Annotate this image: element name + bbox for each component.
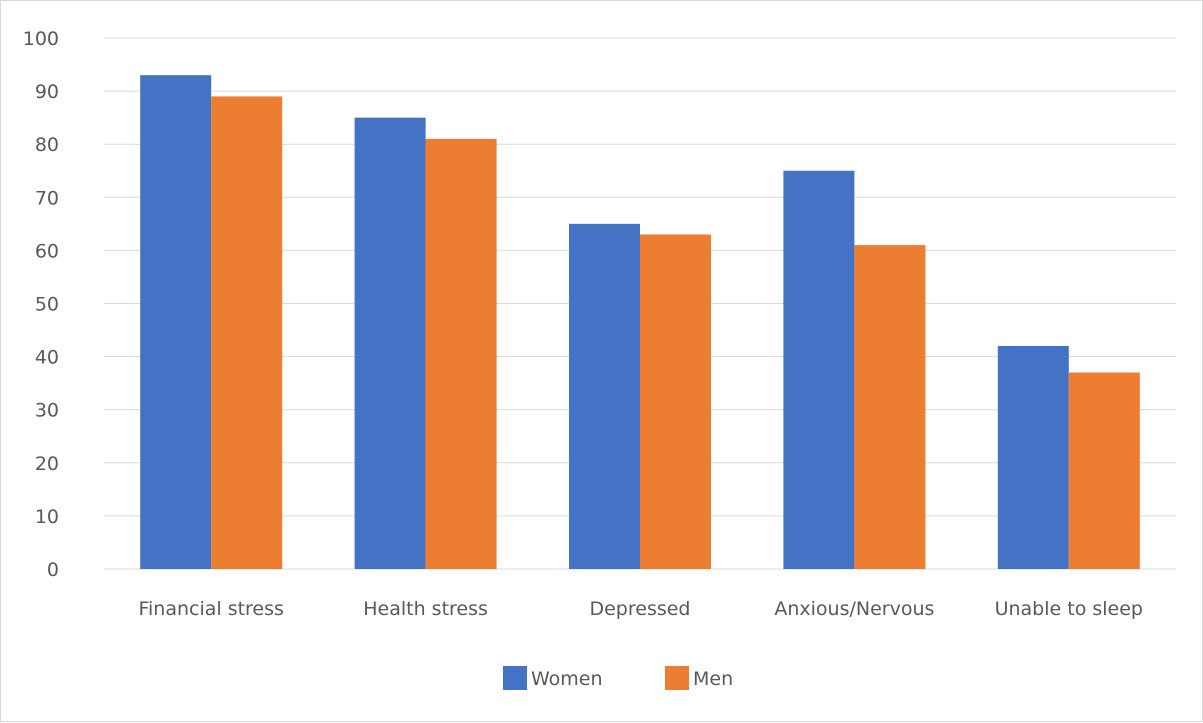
bar-women-4 <box>997 345 1069 569</box>
y-tick-label: 0 <box>47 559 59 581</box>
bar-men-4 <box>1068 372 1140 569</box>
bar-men-2 <box>640 234 711 569</box>
y-tick-label: 30 <box>35 400 59 422</box>
y-tick-label: 80 <box>35 134 59 156</box>
x-category-label: Financial stress <box>138 598 283 620</box>
y-tick-label: 70 <box>35 187 59 209</box>
y-tick-label: 100 <box>23 28 59 50</box>
bar-women-2 <box>569 223 640 569</box>
y-tick-label: 40 <box>35 347 59 369</box>
bar-women-1 <box>354 117 426 570</box>
x-category-label: Depressed <box>589 598 690 620</box>
bar-men-1 <box>425 138 497 569</box>
y-tick-label: 60 <box>35 240 59 262</box>
y-tick-label: 50 <box>35 294 59 316</box>
y-tick-label: 20 <box>35 453 59 475</box>
legend-swatch-women <box>503 666 527 690</box>
bar-women-3 <box>783 170 855 569</box>
y-tick-label: 90 <box>35 81 59 103</box>
bar-women-0 <box>140 75 212 570</box>
legend-swatch-men <box>665 666 689 690</box>
x-category-label: Anxious/Nervous <box>774 598 934 620</box>
y-tick-label: 10 <box>35 506 59 528</box>
legend-label-men: Men <box>693 668 733 690</box>
x-category-label: Health stress <box>363 598 488 620</box>
x-category-label: Unable to sleep <box>995 598 1143 620</box>
bar-men-0 <box>211 96 283 569</box>
legend-label-women: Women <box>531 668 603 690</box>
bar-men-3 <box>854 245 926 569</box>
